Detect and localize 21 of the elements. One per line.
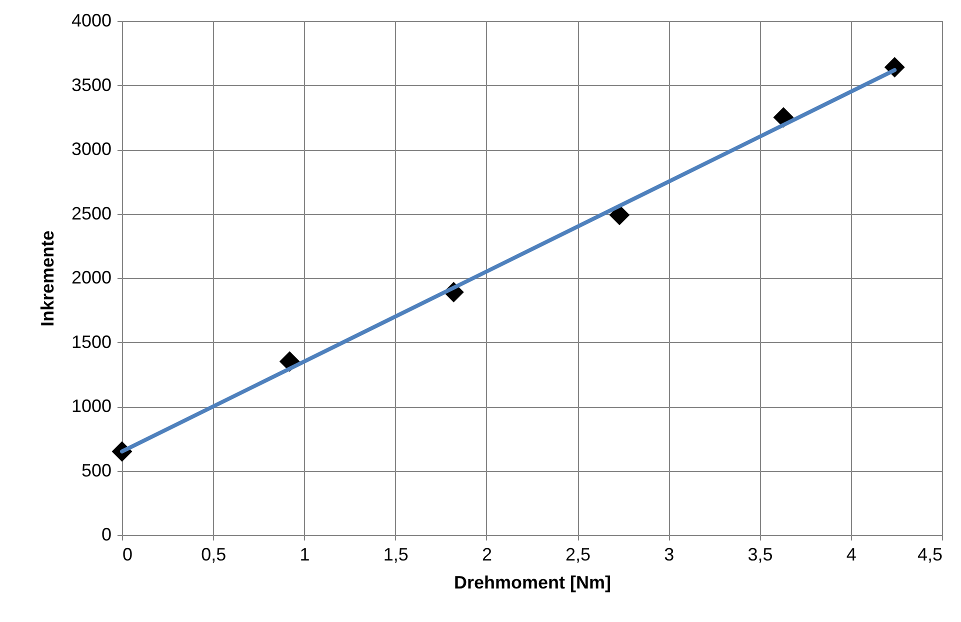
- y-tick-label: 3500: [71, 74, 112, 95]
- y-tick-label: 2500: [71, 203, 112, 224]
- x-tick-label: 0: [122, 544, 133, 564]
- x-tick-label: 1: [300, 544, 310, 564]
- x-tick-label: 3,5: [748, 544, 773, 564]
- x-tick-label: 1,5: [383, 544, 408, 564]
- x-axis-title: Drehmoment [Nm]: [454, 572, 612, 592]
- y-axis-title: Inkremente: [37, 230, 58, 327]
- x-tick-label: 3: [664, 544, 674, 564]
- y-tick-label: 3000: [71, 139, 112, 159]
- y-tick-label: 1500: [71, 332, 112, 352]
- y-tick-label: 0: [101, 524, 112, 544]
- y-tick-label: 2000: [71, 268, 112, 288]
- x-tick-label: 4,5: [917, 544, 942, 564]
- x-tick-label: 2,5: [566, 544, 591, 564]
- x-tick-label: 2: [482, 544, 492, 564]
- y-tick-label: 4000: [71, 10, 112, 30]
- x-tick-label: 4: [846, 544, 856, 564]
- x-tick-label: 0,5: [201, 544, 226, 564]
- y-tick-label: 500: [81, 460, 112, 480]
- y-tick-label: 1000: [71, 396, 112, 416]
